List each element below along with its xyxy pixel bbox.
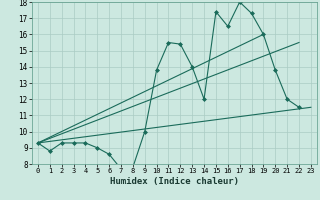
X-axis label: Humidex (Indice chaleur): Humidex (Indice chaleur) — [110, 177, 239, 186]
